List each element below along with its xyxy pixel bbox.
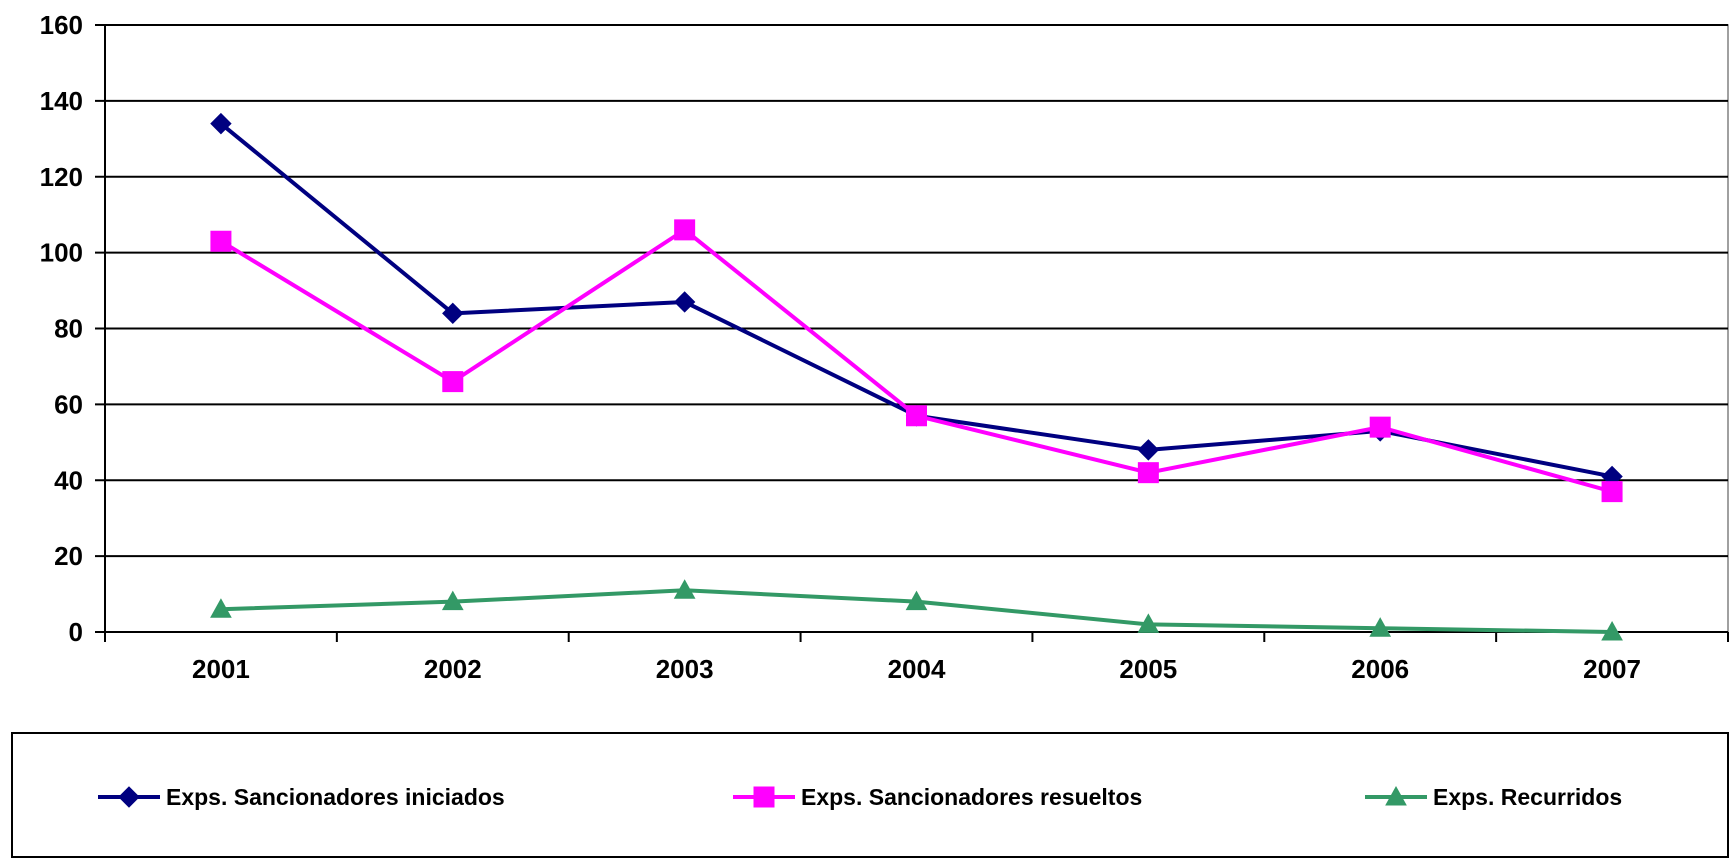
legend-marker: [1385, 785, 1407, 806]
data-point: [1601, 481, 1623, 503]
legend-label: Exps. Sancionadores iniciados: [166, 784, 505, 810]
series-1: [210, 112, 1623, 488]
data-point: [442, 371, 464, 393]
legend-marker: [118, 786, 140, 808]
legend-item: Exps. Sancionadores iniciados: [98, 784, 505, 810]
legend-item: Exps. Sancionadores resueltos: [733, 784, 1142, 810]
data-point: [210, 230, 232, 252]
y-tick-label: 0: [69, 617, 83, 647]
data-point: [1137, 439, 1160, 461]
series-3: [210, 579, 1623, 641]
data-point: [210, 112, 232, 135]
y-tick-label: 140: [40, 86, 83, 116]
data-point: [1601, 620, 1623, 641]
x-tick-label: 2001: [192, 654, 250, 684]
data-point: [906, 405, 927, 427]
legend-item: Exps. Recurridos: [1365, 784, 1622, 810]
data-point: [210, 598, 232, 618]
data-point: [441, 590, 464, 611]
data-point: [1137, 462, 1159, 484]
y-tick-label: 160: [40, 10, 83, 40]
data-point: [1369, 416, 1391, 438]
x-tick-labels: 2001 2002 2003 2004 2005 2006 2007: [192, 654, 1641, 684]
y-tick-label: 60: [54, 389, 83, 419]
gridlines: [104, 24, 1729, 633]
legend-marker: [753, 786, 775, 808]
data-point: [905, 590, 928, 611]
x-tick-label: 2003: [656, 654, 714, 684]
series-line: [219, 227, 1613, 494]
legend-label: Exps. Sancionadores resueltos: [801, 784, 1142, 810]
data-point: [1369, 617, 1392, 637]
data-point: [1137, 613, 1160, 633]
x-tick-label: 2005: [1119, 654, 1177, 684]
x-tick-label: 2002: [424, 654, 482, 684]
legend-box: [11, 732, 1729, 858]
data-point: [442, 302, 464, 325]
y-tick-label: 100: [40, 238, 83, 268]
y-tick-label: 20: [54, 541, 83, 571]
x-tick-label: 2004: [888, 654, 946, 684]
legend: Exps. Sancionadores iniciados Exps. Sanci…: [11, 732, 1729, 858]
x-tick-label: 2007: [1583, 654, 1641, 684]
series: [210, 112, 1623, 641]
y-tick-label: 40: [54, 465, 83, 495]
y-tick-labels: 0 20 40 60 80 100 120 140 160: [40, 10, 83, 647]
data-point: [673, 579, 696, 599]
series-2: [210, 219, 1623, 503]
y-tick-label: 120: [40, 162, 83, 192]
data-point: [674, 219, 696, 241]
axes: [95, 24, 1729, 642]
data-point: [673, 291, 696, 313]
y-tick-label: 80: [54, 314, 83, 344]
x-tick-label: 2006: [1351, 654, 1409, 684]
legend-label: Exps. Recurridos: [1433, 784, 1622, 810]
